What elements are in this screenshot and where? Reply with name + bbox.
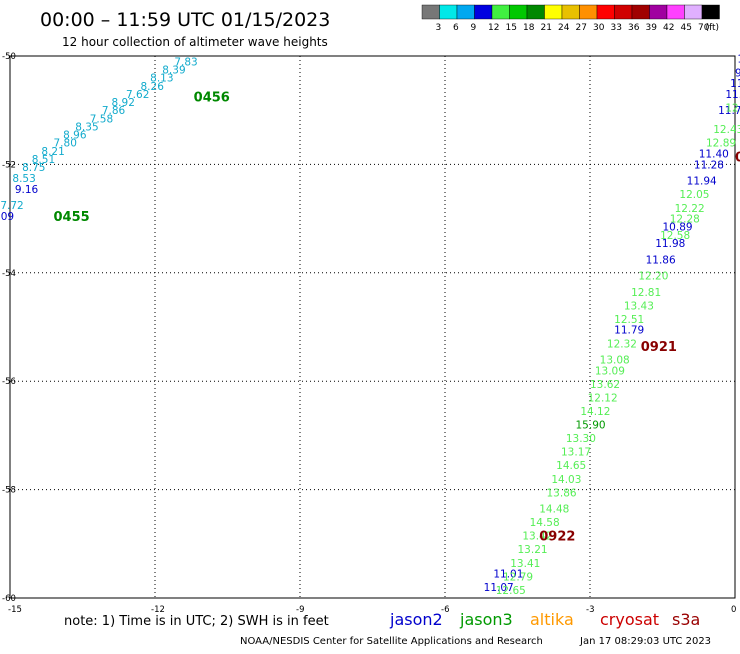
legend-jason3: jason3 bbox=[459, 610, 513, 629]
colorbar-label: 9 bbox=[471, 23, 477, 33]
wave-height-label: 9.16 bbox=[15, 184, 39, 196]
chart-subtitle: 12 hour collection of altimeter wave hei… bbox=[62, 35, 328, 49]
x-tick-label: -3 bbox=[586, 605, 594, 615]
y-tick-label: -52 bbox=[2, 160, 16, 170]
wave-height-label: 12.03 bbox=[725, 102, 740, 114]
colorbar-swatch bbox=[422, 5, 440, 19]
colorbar-swatch bbox=[440, 5, 458, 19]
footer-timestamp: Jan 17 08:29:03 UTC 2023 bbox=[579, 636, 711, 647]
wave-height-label: 13.43 bbox=[624, 300, 654, 312]
wave-height-label: 13.62 bbox=[590, 379, 620, 391]
colorbar-swatch bbox=[457, 5, 475, 19]
wave-height-label: 13.41 bbox=[510, 558, 540, 570]
footer-credit: NOAA/NESDIS Center for Satellite Applica… bbox=[240, 636, 543, 647]
legend-altika: altika bbox=[530, 610, 574, 629]
colorbar-unit: (ft) bbox=[706, 23, 720, 33]
colorbar-swatch bbox=[615, 5, 633, 19]
wave-height-label: 11.39 bbox=[725, 89, 740, 101]
track-time-label: 0921 bbox=[641, 340, 677, 355]
legend-s3a: s3a bbox=[672, 610, 700, 629]
wave-height-label: 12.79 bbox=[503, 571, 533, 583]
colorbar-label: 15 bbox=[506, 23, 517, 33]
colorbar-label: 18 bbox=[523, 23, 535, 33]
colorbar-label: 39 bbox=[646, 23, 658, 33]
colorbar-label: 6 bbox=[453, 23, 459, 33]
wave-height-label: 14.03 bbox=[551, 474, 581, 486]
track-time-label: 0455 bbox=[54, 210, 90, 225]
wave-height-label: 12.89 bbox=[706, 138, 736, 150]
wave-height-label: 9.09 bbox=[0, 211, 14, 223]
y-tick-label: -54 bbox=[2, 269, 16, 279]
wave-height-label: 11.28 bbox=[694, 159, 724, 171]
colorbar-swatch bbox=[580, 5, 598, 19]
wave-height-label: 14.58 bbox=[530, 517, 560, 529]
track-time-label: 0456 bbox=[194, 91, 230, 106]
wave-height-label: 12.32 bbox=[607, 338, 637, 350]
y-tick-label: -56 bbox=[2, 377, 16, 387]
wave-height-label: 12.65 bbox=[496, 585, 526, 597]
wave-height-label: 12.28 bbox=[670, 214, 700, 226]
wave-height-label: 14.12 bbox=[580, 406, 610, 418]
colorbar-label: 12 bbox=[488, 23, 499, 33]
colorbar-label: 24 bbox=[558, 23, 570, 33]
wave-height-label: 14.48 bbox=[539, 504, 569, 516]
wave-height-label: 12.81 bbox=[631, 287, 661, 299]
chart-title: 00:00 – 11:59 UTC 01/15/2023 bbox=[40, 9, 330, 31]
colorbar-swatch bbox=[685, 5, 703, 19]
footer-note: note: 1) Time is in UTC; 2) SWH is in fe… bbox=[64, 614, 329, 629]
legend-jason2: jason2 bbox=[389, 610, 443, 629]
y-tick-label: -60 bbox=[2, 594, 16, 604]
colorbar-label: 21 bbox=[541, 23, 552, 33]
wave-height-label: 12.12 bbox=[588, 392, 618, 404]
colorbar-label: 42 bbox=[663, 23, 674, 33]
satellite-legend: jason2 jason3 altika cryosat s3a bbox=[389, 610, 700, 629]
wave-height-label: 11.86 bbox=[646, 254, 676, 266]
wave-height-label: 12.20 bbox=[638, 271, 668, 283]
colorbar-label: 45 bbox=[681, 23, 692, 33]
track-time-label: 09 bbox=[735, 150, 740, 165]
x-tick-label: 0 bbox=[731, 605, 736, 615]
colorbar-swatch bbox=[510, 5, 528, 19]
y-tick-label: -58 bbox=[2, 486, 16, 496]
colorbar-swatch bbox=[597, 5, 615, 19]
colorbar-label: 27 bbox=[576, 23, 587, 33]
wave-height-label: 14.65 bbox=[556, 460, 586, 472]
colorbar-swatch bbox=[527, 5, 545, 19]
wave-height-label: 12.51 bbox=[614, 314, 644, 326]
wave-height-label: 13.21 bbox=[518, 544, 548, 556]
wave-height-label: 13.17 bbox=[561, 447, 591, 459]
colorbar-label: 33 bbox=[611, 23, 622, 33]
data-points: 7.838.398.138.267.628.927.867.588.358.96… bbox=[0, 54, 740, 597]
wave-height-label: 11.94 bbox=[687, 176, 717, 188]
wave-height-label: 12.05 bbox=[679, 189, 709, 201]
track-time-label: 0922 bbox=[539, 530, 575, 545]
colorbar-swatch bbox=[650, 5, 668, 19]
legend-cryosat: cryosat bbox=[600, 610, 659, 629]
colorbar-swatch bbox=[667, 5, 685, 19]
x-tick-label: -15 bbox=[8, 605, 22, 615]
colorbar-label: 30 bbox=[593, 23, 605, 33]
wave-height-label: 12.43 bbox=[713, 124, 740, 136]
colorbar-swatch bbox=[702, 5, 720, 19]
y-tick-label: -50 bbox=[2, 52, 16, 62]
colorbar-swatch bbox=[545, 5, 563, 19]
wave-height-label: 13.30 bbox=[566, 433, 596, 445]
colorbar-swatch bbox=[562, 5, 580, 19]
colorbar-swatch bbox=[492, 5, 510, 19]
colorbar-label: 3 bbox=[436, 23, 442, 33]
wave-height-label: 13.09 bbox=[595, 365, 625, 377]
wave-height-label: 13.86 bbox=[547, 487, 577, 499]
colorbar-swatch bbox=[632, 5, 650, 19]
wave-height-label: 12.58 bbox=[660, 230, 690, 242]
wave-height-label: 15.90 bbox=[576, 420, 606, 432]
colorbar-label: 36 bbox=[628, 23, 640, 33]
wave-height-label: 11.79 bbox=[614, 325, 644, 337]
colorbar-swatch bbox=[475, 5, 493, 19]
